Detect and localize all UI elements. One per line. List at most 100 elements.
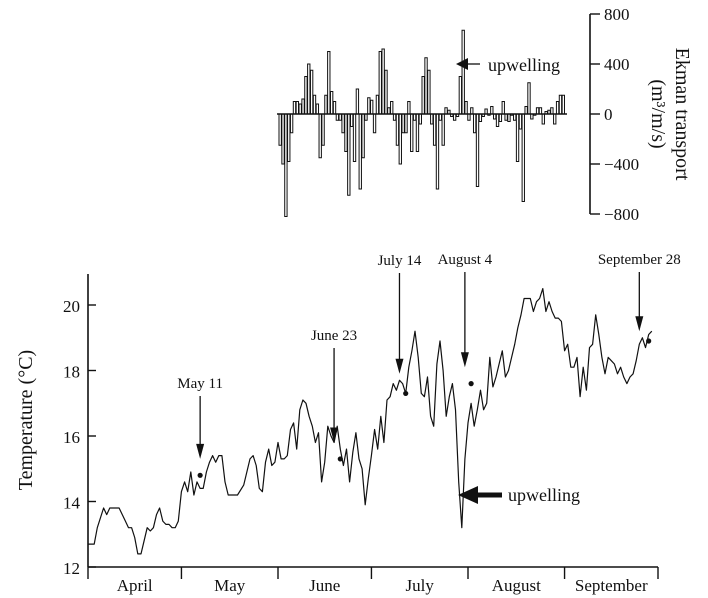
ekman-bar bbox=[515, 113, 520, 162]
ekman-bar bbox=[372, 113, 377, 134]
date-annotation-arrow-head bbox=[395, 358, 404, 374]
ekman-y-tick-label: 800 bbox=[604, 5, 630, 24]
sample-point bbox=[468, 381, 474, 387]
ekman-bar bbox=[332, 101, 337, 115]
ekman-upwelling-annotation: upwelling bbox=[456, 55, 560, 75]
ekman-bar bbox=[315, 103, 320, 115]
temperature-y-axis-title: Temperature (°C) bbox=[15, 350, 37, 490]
upwelling-arrow-head bbox=[456, 58, 468, 70]
date-annotation-label: August 4 bbox=[438, 252, 493, 268]
ekman-bar bbox=[452, 113, 457, 121]
date-annotation-label: September 28 bbox=[598, 252, 681, 268]
sample-point bbox=[337, 456, 343, 462]
temperature-series-line bbox=[88, 288, 653, 555]
temperature-y-tick-label: 18 bbox=[63, 363, 80, 382]
ekman-bar bbox=[292, 101, 297, 115]
ekman-bar bbox=[395, 113, 400, 146]
ekman-bar bbox=[338, 113, 342, 121]
month-label: April bbox=[117, 576, 153, 595]
ekman-bar bbox=[404, 113, 408, 134]
ekman-bar bbox=[347, 113, 351, 196]
temperature-y-ticks: 12 14 16 18 20 bbox=[63, 297, 96, 578]
ekman-bar bbox=[555, 101, 560, 115]
ekman-bar bbox=[344, 113, 348, 152]
month-axis: April May June July August September bbox=[87, 567, 659, 595]
ekman-bar bbox=[278, 113, 282, 146]
ekman-bar bbox=[410, 113, 414, 152]
ekman-y-axis-unit: (m³/m/s) bbox=[647, 79, 669, 148]
ekman-transport-chart: 800 400 0 −400 −800 Ekman transport (m³/m/s)… bbox=[277, 5, 693, 224]
ekman-bar bbox=[367, 97, 371, 115]
ekman-bar bbox=[284, 113, 288, 217]
ekman-bar bbox=[430, 113, 434, 125]
ekman-bar bbox=[301, 98, 305, 115]
date-annotation-arrow-head bbox=[635, 316, 644, 332]
ekman-bar bbox=[461, 29, 465, 115]
sample-point bbox=[403, 390, 409, 397]
ekman-bar bbox=[398, 113, 402, 165]
ekman-bar bbox=[407, 101, 411, 115]
ekman-bar bbox=[375, 94, 380, 115]
ekman-bar bbox=[318, 113, 322, 159]
ekman-bar bbox=[289, 113, 294, 134]
ekman-y-tick-label: 0 bbox=[604, 105, 613, 124]
ekman-bar bbox=[550, 107, 554, 115]
ekman-bar bbox=[438, 113, 443, 121]
ekman-bar bbox=[384, 69, 388, 115]
ekman-y-axis-title: Ekman transport bbox=[671, 48, 693, 181]
ekman-bar bbox=[538, 107, 543, 115]
ekman-bar bbox=[309, 69, 314, 115]
ekman-bar bbox=[295, 101, 300, 115]
sample-points bbox=[197, 338, 652, 478]
ekman-bar bbox=[401, 113, 405, 134]
ekman-bar bbox=[521, 113, 525, 202]
ekman-bar bbox=[458, 76, 463, 115]
month-label: July bbox=[406, 576, 435, 595]
ekman-bar bbox=[472, 113, 477, 134]
ekman-bar bbox=[329, 91, 334, 115]
ekman-bar bbox=[490, 106, 494, 115]
ekman-bar bbox=[541, 113, 545, 125]
ekman-bar bbox=[327, 51, 331, 115]
ekman-bar bbox=[498, 113, 503, 122]
ekman-bar bbox=[504, 113, 508, 121]
ekman-bar bbox=[501, 101, 505, 115]
date-annotation-label: June 23 bbox=[311, 328, 357, 344]
ekman-y-tick-label: −400 bbox=[604, 155, 639, 174]
ekman-bar bbox=[527, 82, 531, 115]
sample-point bbox=[646, 338, 652, 344]
sample-point bbox=[197, 472, 203, 478]
ekman-bar bbox=[444, 107, 448, 115]
ekman-bar bbox=[298, 103, 302, 115]
ekman-upwelling-label: upwelling bbox=[488, 55, 560, 75]
ekman-bar bbox=[358, 113, 362, 190]
ekman-y-tick-label: 400 bbox=[604, 55, 630, 74]
ekman-bar bbox=[378, 51, 382, 115]
ekman-bar bbox=[561, 94, 565, 115]
temperature-y-tick-label: 14 bbox=[63, 494, 81, 513]
ekman-bar bbox=[558, 94, 563, 115]
ekman-bar bbox=[381, 48, 385, 115]
ekman-bar bbox=[361, 113, 365, 159]
ekman-bar bbox=[355, 88, 360, 115]
month-label: May bbox=[214, 576, 246, 595]
ekman-bar bbox=[352, 113, 357, 162]
temperature-upwelling-label: upwelling bbox=[508, 485, 580, 505]
ekman-bar bbox=[392, 113, 397, 121]
ekman-bar bbox=[432, 113, 437, 146]
ekman-bar bbox=[324, 94, 328, 115]
ekman-bar bbox=[335, 113, 340, 121]
ekman-bar bbox=[507, 113, 511, 122]
ekman-bar bbox=[350, 113, 354, 127]
ekman-bar bbox=[467, 113, 471, 121]
ekman-bar bbox=[370, 99, 374, 115]
temperature-y-tick-label: 20 bbox=[63, 297, 80, 316]
ekman-bar bbox=[415, 113, 420, 152]
ekman-bar bbox=[424, 57, 428, 115]
ekman-bar bbox=[307, 63, 311, 115]
ekman-bar bbox=[464, 101, 468, 115]
ekman-bar bbox=[524, 106, 528, 115]
date-annotations: May 11 June 23 July 14 August 4 September 28… bbox=[177, 252, 680, 505]
ekman-bar bbox=[412, 113, 417, 121]
